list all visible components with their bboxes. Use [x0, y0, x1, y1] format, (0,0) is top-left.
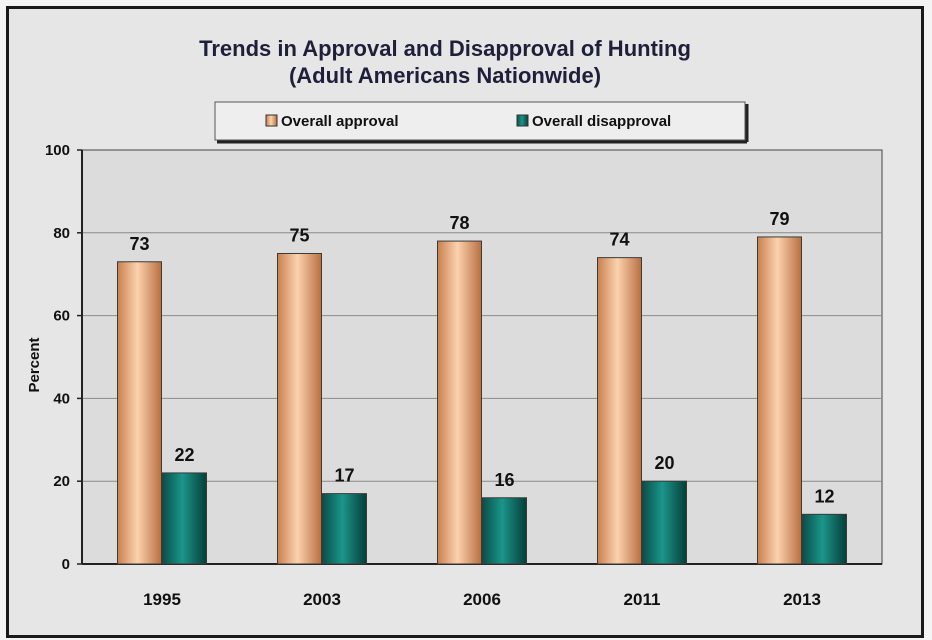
bar-approval [117, 261, 162, 565]
plot-area: 0 20 40 60 80 100 1995 73 22 2003 75 17 2006 78 16 2011… [45, 142, 883, 609]
x-tick-label: 2003 [303, 590, 341, 609]
bar-chart: Trends in Approval and Disapproval of Hu… [26, 36, 883, 609]
data-label: 75 [289, 226, 309, 246]
y-tick-label: 80 [53, 225, 70, 242]
y-tick-label: 40 [53, 390, 70, 407]
bar-disapproval [162, 472, 207, 565]
legend: Overall approval Overall disapproval [214, 101, 749, 144]
bar-approval [757, 236, 802, 565]
chart-subtitle: (Adult Americans Nationwide) [289, 63, 601, 88]
chart-frame: Trends in Approval and Disapproval of Hu… [6, 6, 924, 638]
legend-box [214, 101, 746, 141]
x-tick-label: 2013 [783, 590, 821, 609]
legend-label-disapproval: Overall disapproval [532, 113, 671, 130]
data-label: 17 [334, 466, 354, 486]
bar-disapproval [802, 513, 847, 565]
legend-swatch-disapproval [516, 114, 529, 127]
bar-approval [277, 253, 322, 565]
x-tick-label: 2006 [463, 590, 501, 609]
y-tick-label: 60 [53, 308, 70, 325]
legend-swatch-approval [265, 114, 278, 127]
y-axis-label: Percent [26, 337, 43, 392]
y-tick-label: 0 [62, 556, 70, 573]
bar-disapproval [322, 493, 367, 565]
bar-disapproval [482, 497, 527, 565]
data-label: 79 [769, 209, 789, 229]
bar-approval [597, 257, 642, 565]
data-label: 20 [654, 453, 674, 473]
data-label: 78 [449, 213, 469, 233]
data-label: 73 [129, 234, 149, 254]
x-tick-label: 2011 [624, 590, 661, 609]
bar-approval [437, 240, 482, 565]
legend-label-approval: Overall approval [281, 113, 399, 130]
y-tick-label: 100 [45, 142, 70, 159]
chart-title: Trends in Approval and Disapproval of Hu… [199, 36, 691, 61]
bar-disapproval [642, 480, 687, 565]
y-tick-label: 20 [53, 473, 70, 490]
x-tick-label: 1995 [143, 590, 181, 609]
data-label: 22 [174, 445, 194, 465]
data-label: 16 [494, 470, 514, 490]
data-label: 74 [609, 230, 629, 250]
data-label: 12 [814, 486, 834, 506]
